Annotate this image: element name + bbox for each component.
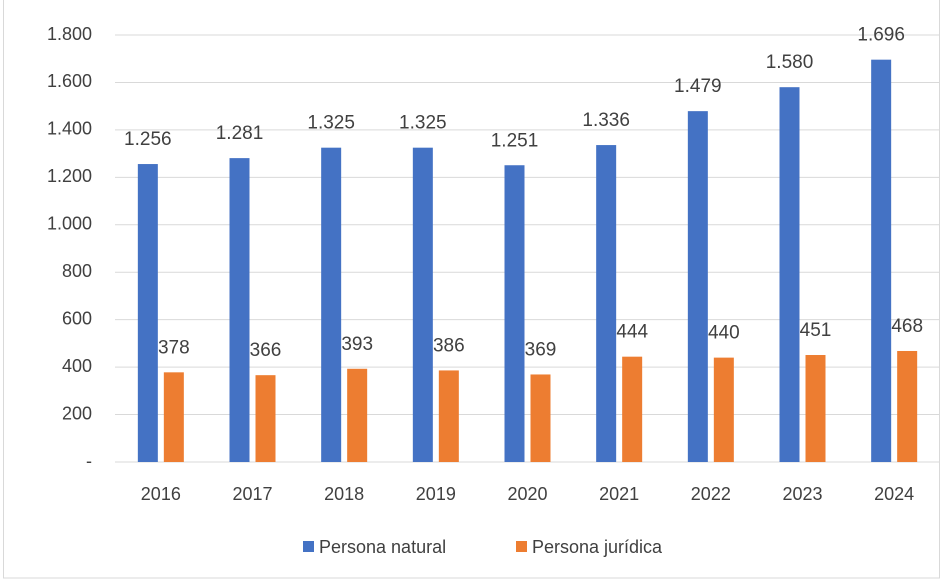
bar (229, 158, 250, 462)
data-label: 1.281 (216, 123, 264, 144)
legend-label: Persona jurídica (532, 537, 663, 557)
bar (871, 59, 892, 462)
data-label: 1.256 (124, 129, 172, 150)
data-label: 1.325 (399, 113, 447, 134)
y-tick-label: 1.800 (47, 24, 92, 44)
data-label: 369 (525, 339, 557, 360)
y-tick-label: - (86, 451, 92, 471)
y-tick-label: 1.600 (47, 71, 92, 91)
bar (137, 164, 158, 462)
data-label: 386 (433, 335, 465, 356)
x-tick-label: 2016 (141, 484, 181, 504)
legend-swatch (303, 541, 314, 552)
data-label: 1.336 (582, 110, 630, 131)
bar (622, 356, 643, 462)
bar (163, 372, 184, 462)
bar (779, 87, 800, 462)
bar (805, 355, 826, 462)
bar (438, 370, 459, 462)
data-label: 444 (616, 322, 648, 343)
data-label: 440 (708, 323, 740, 344)
bar (321, 147, 342, 463)
bar (504, 165, 525, 463)
x-tick-label: 2024 (874, 484, 914, 504)
data-label: 1.479 (674, 76, 722, 97)
x-tick-label: 2017 (232, 484, 272, 504)
data-label: 468 (891, 316, 923, 337)
y-tick-label: 1.000 (47, 214, 92, 234)
bar (530, 374, 551, 462)
legend-swatch (516, 541, 527, 552)
chart-border (3, 0, 940, 579)
data-label: 1.251 (491, 130, 539, 151)
x-tick-label: 2022 (691, 484, 731, 504)
data-label: 378 (158, 337, 190, 358)
x-tick-label: 2020 (507, 484, 547, 504)
y-tick-label: 400 (62, 356, 92, 376)
y-tick-label: 1.200 (47, 166, 92, 186)
bar (596, 145, 617, 462)
data-label: 451 (800, 320, 832, 341)
y-tick-label: 600 (62, 308, 92, 328)
data-label: 393 (341, 334, 373, 355)
x-tick-label: 2018 (324, 484, 364, 504)
data-label: 366 (250, 340, 282, 361)
data-label: 1.580 (766, 52, 814, 73)
x-tick-label: 2019 (416, 484, 456, 504)
bar (713, 357, 734, 462)
data-label: 1.696 (857, 25, 905, 46)
bar (255, 375, 276, 462)
legend-label: Persona natural (319, 537, 446, 557)
data-label: 1.325 (307, 113, 355, 134)
bar (412, 147, 433, 463)
y-tick-label: 200 (62, 403, 92, 423)
bar (687, 111, 708, 463)
x-tick-label: 2023 (782, 484, 822, 504)
bar (347, 368, 368, 462)
y-tick-label: 1.400 (47, 119, 92, 139)
bar (897, 350, 918, 462)
x-tick-label: 2021 (599, 484, 639, 504)
y-tick-label: 800 (62, 261, 92, 281)
